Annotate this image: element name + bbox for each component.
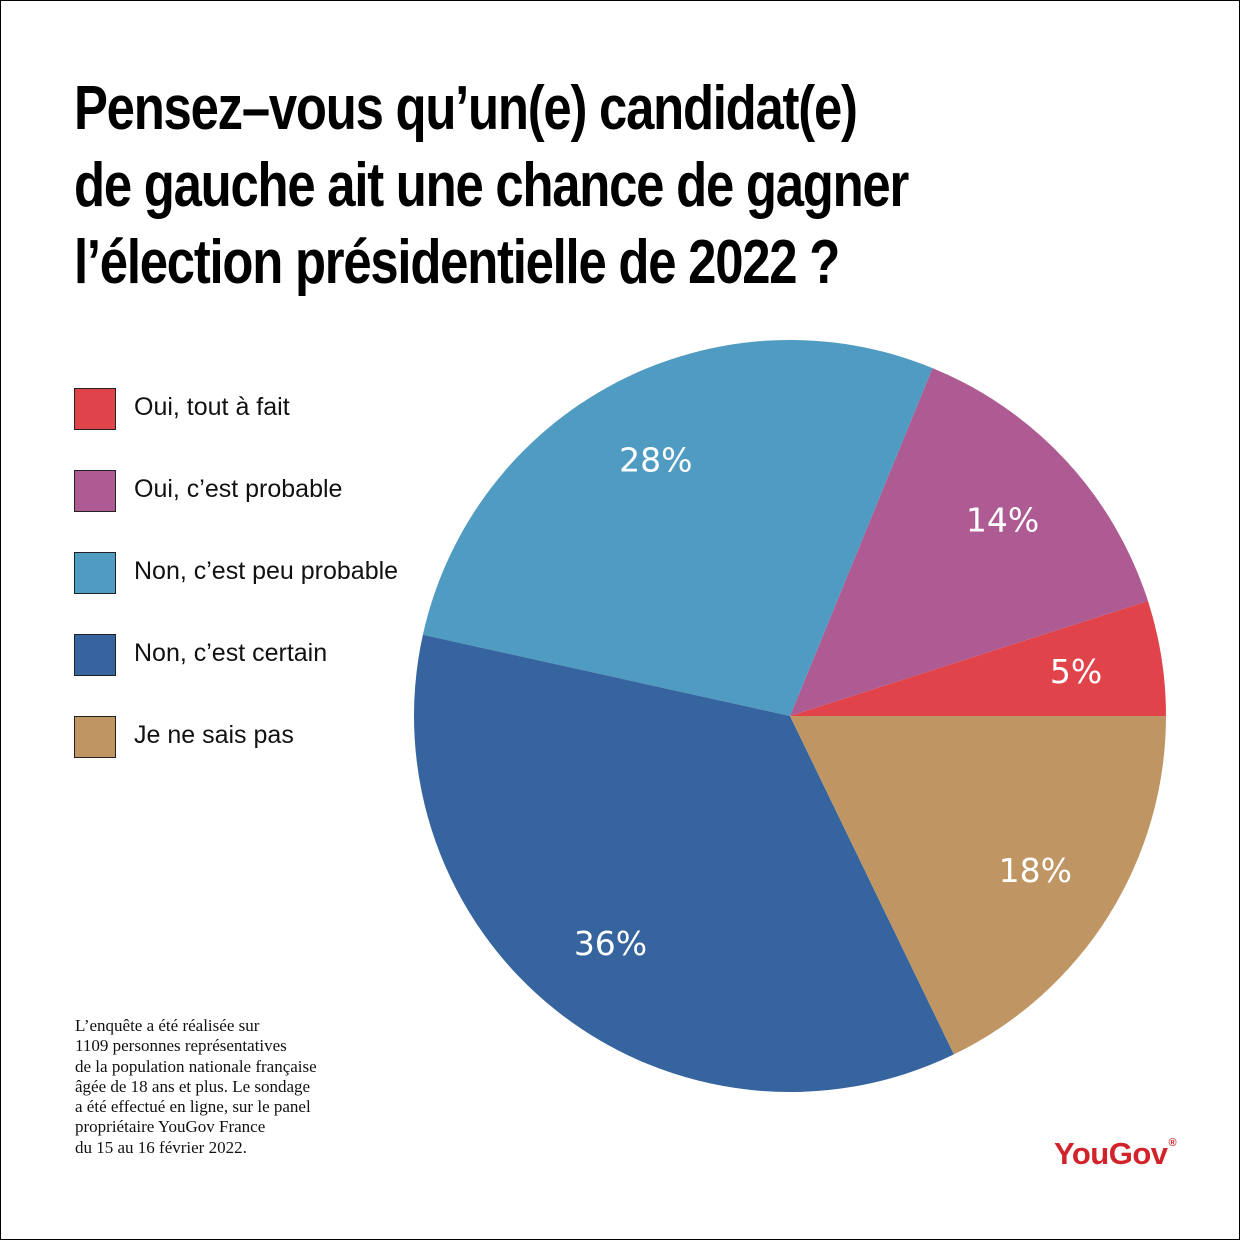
legend-item-non-certain: Non, c’est certain bbox=[74, 634, 434, 678]
legend-swatch bbox=[74, 388, 116, 430]
note-line: âgée de 18 ans et plus. Le sondage bbox=[75, 1076, 311, 1096]
pie-label-oui-tout-a-fait: 5% bbox=[1050, 652, 1102, 691]
legend-item-oui-tout-a-fait: Oui, tout à fait bbox=[74, 388, 434, 432]
legend-label: Non, c’est certain bbox=[134, 639, 328, 667]
pie-slice-oui-tout-a-fait bbox=[790, 600, 1166, 716]
logo-text: YouGov bbox=[1054, 1136, 1168, 1171]
legend-item-oui-probable: Oui, c’est probable bbox=[74, 470, 434, 514]
legend-swatch bbox=[74, 716, 116, 758]
note-line: a été effectué en ligne, sur le panel bbox=[75, 1097, 311, 1117]
note-line: de la population nationale française bbox=[75, 1056, 317, 1076]
pie-slice-ne-sais-pas bbox=[790, 716, 1166, 1055]
note-line: 1109 personnes représentatives bbox=[75, 1036, 287, 1056]
note-line: L’enquête a été réalisée sur bbox=[75, 1016, 260, 1035]
legend-item-ne-sais-pas: Je ne sais pas bbox=[74, 716, 434, 760]
legend-label: Oui, c’est probable bbox=[134, 475, 343, 503]
legend-item-non-peu-probable: Non, c’est peu probable bbox=[74, 552, 434, 596]
title-line-1: Pensez–vous qu’un(e) candidat(e) bbox=[74, 74, 858, 143]
methodology-note: L’enquête a été réalisée sur 1109 person… bbox=[75, 1016, 395, 1158]
pie-label-ne-sais-pas: 18% bbox=[999, 851, 1072, 890]
pie-slice-non-certain bbox=[414, 634, 954, 1093]
legend-swatch bbox=[74, 634, 116, 676]
chart-title: Pensez–vous qu’un(e) candidat(e) de gauc… bbox=[74, 70, 909, 301]
legend-swatch bbox=[74, 552, 116, 594]
pie-label-non-certain: 36% bbox=[574, 924, 647, 963]
pie-slice-oui-probable bbox=[790, 368, 1148, 716]
note-line: du 15 au 16 février 2022. bbox=[75, 1137, 247, 1157]
title-line-3: l’élection présidentielle de 2022 ? bbox=[74, 228, 840, 297]
legend-swatch bbox=[74, 470, 116, 512]
pie-label-non-peu-probable: 28% bbox=[619, 440, 692, 479]
pie-slice-non-peu-probable bbox=[422, 339, 933, 716]
note-line: propriétaire YouGov France bbox=[75, 1117, 266, 1137]
registered-mark: ® bbox=[1168, 1137, 1177, 1149]
legend-label: Non, c’est peu probable bbox=[134, 557, 399, 585]
pie-label-oui-probable: 14% bbox=[966, 500, 1039, 539]
legend-label: Oui, tout à fait bbox=[134, 393, 290, 421]
legend-label: Je ne sais pas bbox=[134, 721, 294, 749]
title-line-2: de gauche ait une chance de gagner bbox=[74, 151, 909, 220]
yougov-logo: YouGov® bbox=[1054, 1136, 1177, 1172]
